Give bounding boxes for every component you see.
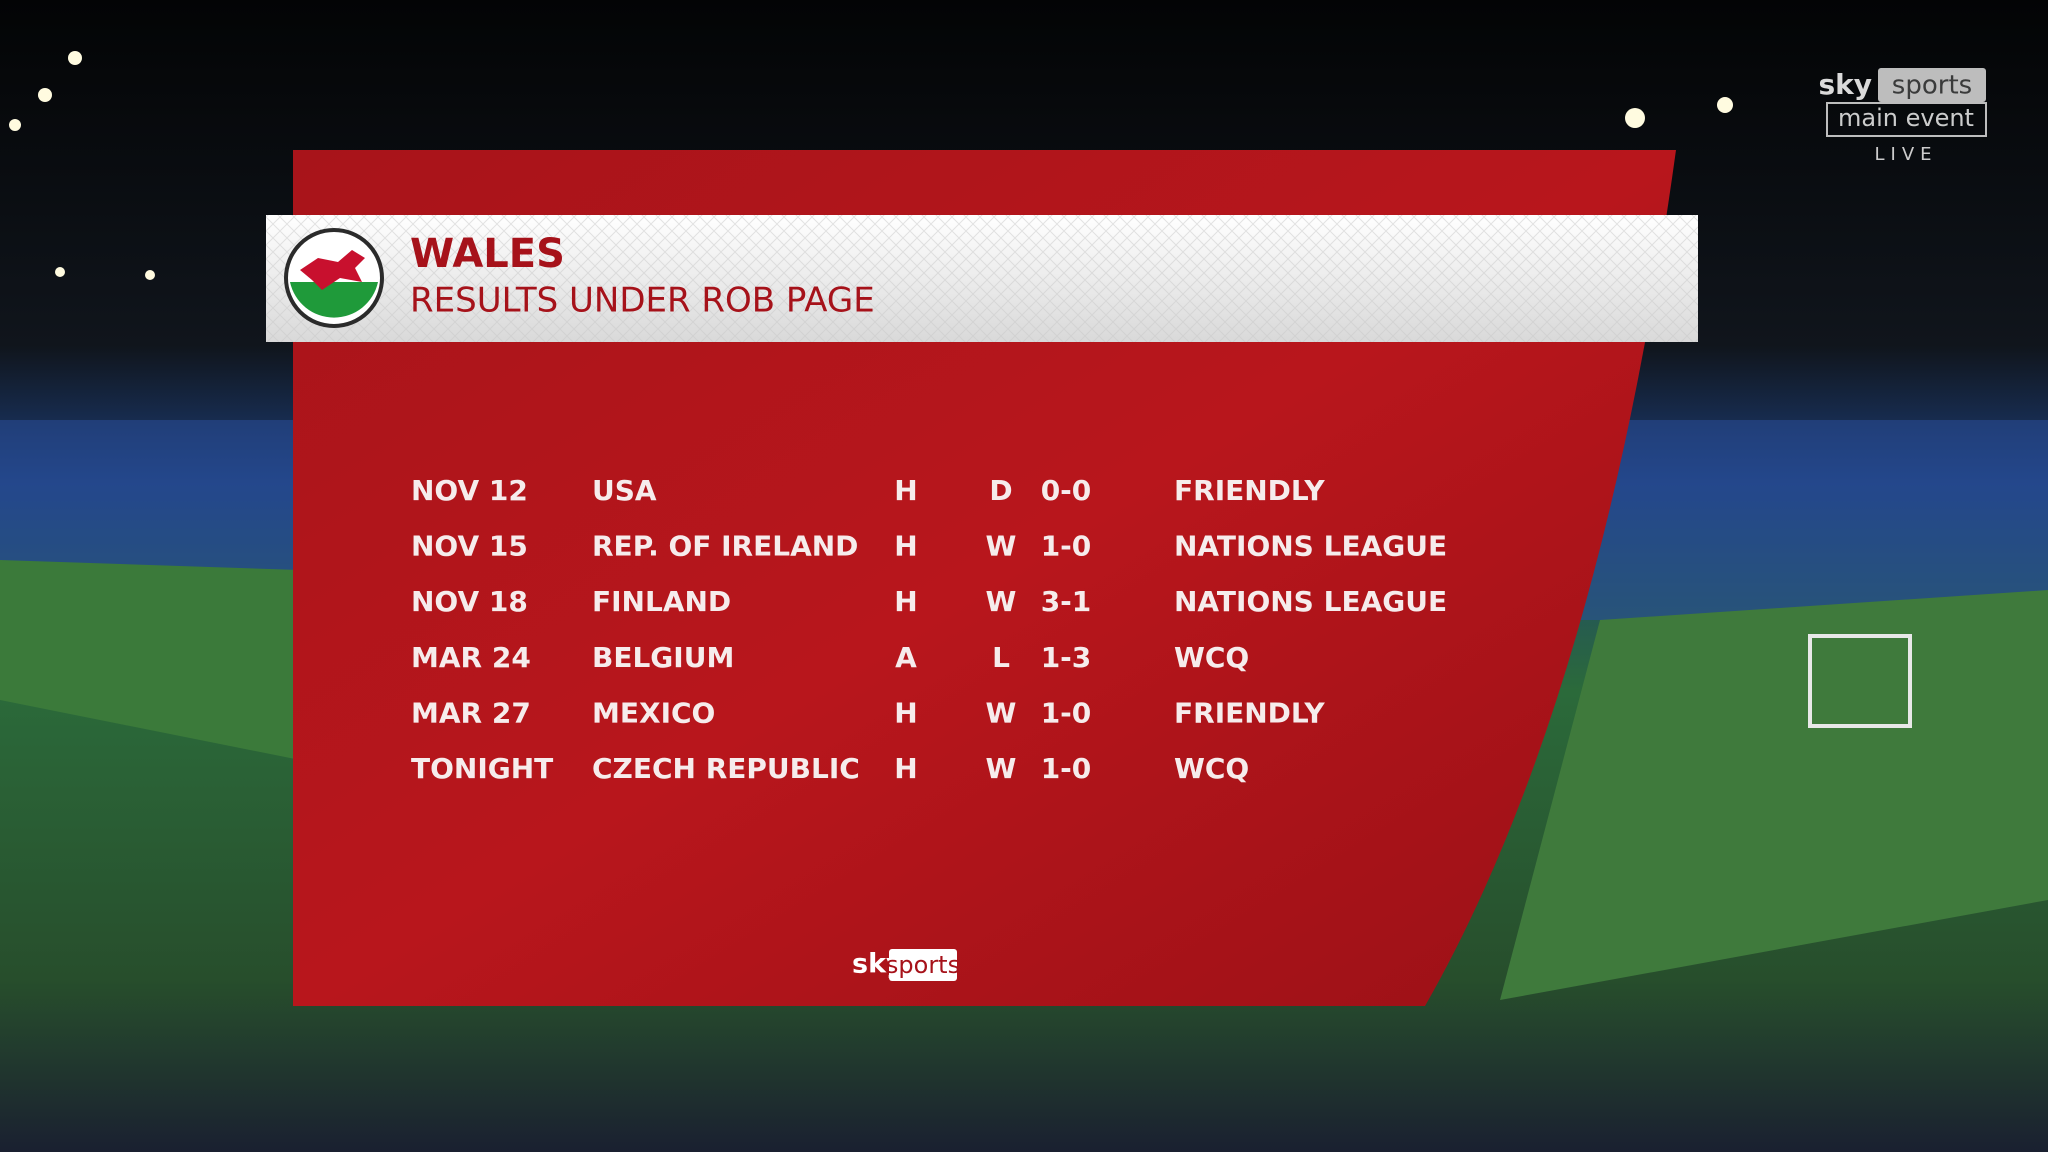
competition-cell: NATIONS LEAGUE — [1174, 530, 1447, 563]
footer-logo: sky sports — [852, 949, 960, 981]
wales-crest — [284, 228, 384, 328]
date-cell: MAR 24 — [411, 641, 531, 674]
score-cell: 1-0 — [1041, 530, 1092, 563]
channel-logo-box — [1878, 68, 1986, 102]
date-cell: MAR 27 — [411, 696, 531, 729]
results-table: NOV 12 USA H D 0-0 FRIENDLY NOV 15 REP. OF IREL… — [411, 474, 1447, 785]
channel-name: main event — [1838, 104, 1974, 132]
live-label: LIVE — [1874, 144, 1937, 165]
goal — [1808, 634, 1912, 728]
venue-cell: A — [895, 641, 917, 674]
header-subtitle: RESULTS UNDER ROB PAGE — [410, 281, 875, 321]
result-cell: W — [986, 585, 1017, 618]
score-cell: 1-0 — [1041, 752, 1092, 785]
opponent-cell: USA — [592, 474, 657, 507]
opponent-cell: CZECH REPUBLIC — [592, 752, 860, 785]
date-cell: NOV 18 — [411, 585, 528, 618]
venue-cell: H — [894, 752, 917, 785]
opponent-cell: REP. OF IRELAND — [592, 530, 858, 563]
venue-cell: H — [894, 696, 917, 729]
footer-logo-box — [889, 949, 957, 981]
opponent-cell: MEXICO — [592, 696, 715, 729]
header-title: WALES — [410, 231, 565, 277]
results-panel — [293, 150, 1676, 1006]
result-cell: D — [989, 474, 1012, 507]
channel-logo-frame — [1826, 102, 1987, 137]
result-cell: W — [986, 696, 1017, 729]
opponent-cell: FINLAND — [592, 585, 731, 618]
score-cell: 3-1 — [1041, 585, 1092, 618]
score-cell: 1-3 — [1041, 641, 1092, 674]
venue-cell: H — [894, 474, 917, 507]
header-texture — [266, 215, 1698, 342]
pitch-left — [0, 560, 300, 760]
opponent-cell: BELGIUM — [592, 641, 734, 674]
channel-logo-sports: sports — [1892, 71, 1972, 101]
date-cell: NOV 15 — [411, 530, 528, 563]
footer-logo-sports: sports — [886, 951, 960, 979]
result-cell: W — [986, 752, 1017, 785]
venue-cell: H — [894, 530, 917, 563]
date-cell: NOV 12 — [411, 474, 528, 507]
result-cell: W — [986, 530, 1017, 563]
floodlights — [9, 51, 1733, 280]
score-cell: 0-0 — [1041, 474, 1092, 507]
competition-cell: WCQ — [1174, 641, 1249, 674]
competition-cell: FRIENDLY — [1174, 474, 1325, 507]
result-cell: L — [992, 641, 1010, 674]
venue-cell: H — [894, 585, 917, 618]
date-cell: TONIGHT — [411, 752, 553, 785]
channel-logo: sky sports main event LIVE — [1818, 68, 1987, 165]
competition-cell: FRIENDLY — [1174, 696, 1325, 729]
score-cell: 1-0 — [1041, 696, 1092, 729]
competition-cell: WCQ — [1174, 752, 1249, 785]
channel-logo-sky: sky — [1818, 68, 1872, 101]
competition-cell: NATIONS LEAGUE — [1174, 585, 1447, 618]
